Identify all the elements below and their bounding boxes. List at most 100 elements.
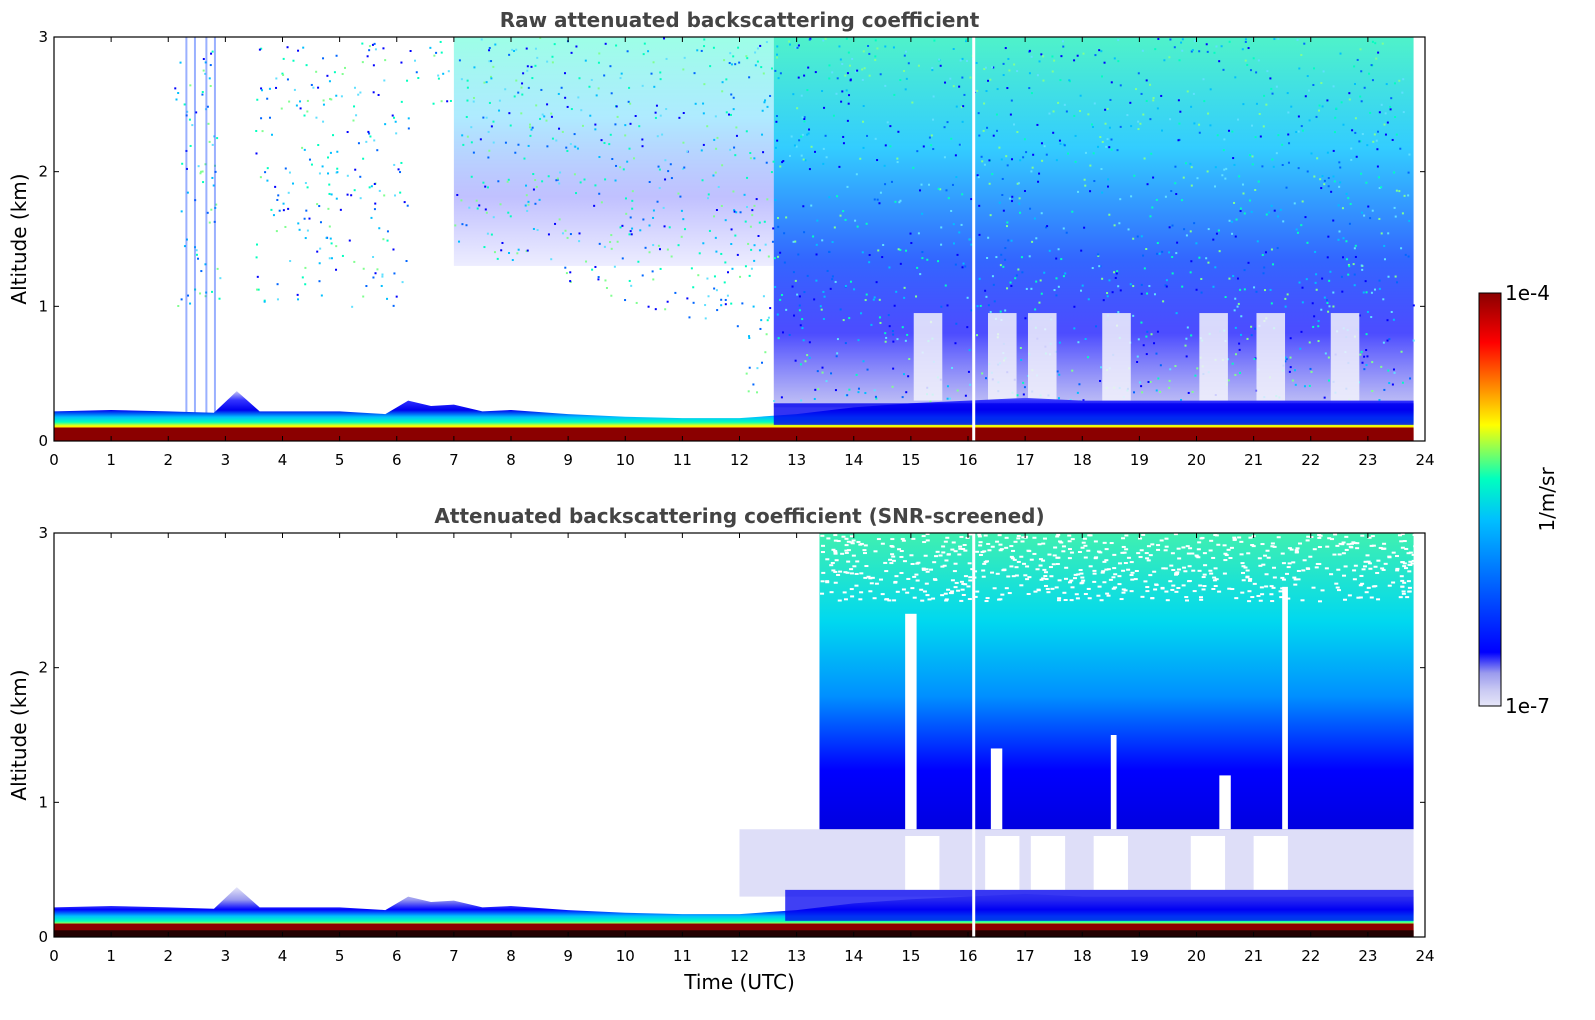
x-tick-label: 18 — [1073, 947, 1092, 965]
surface-strip-dark — [54, 930, 1414, 937]
noise-dense — [773, 37, 1414, 408]
pale-band — [1256, 313, 1286, 401]
x-tick-label: 16 — [958, 451, 977, 469]
plot-area — [54, 533, 1418, 937]
y-tick-label: 2 — [38, 163, 48, 181]
y-axis-label: Altitude (km) — [7, 173, 31, 304]
pale-band — [1027, 313, 1057, 401]
x-tick-label: 20 — [1187, 947, 1206, 965]
colorbar-unit-label: 1/m/sr — [1535, 467, 1559, 532]
noise-light — [453, 37, 774, 266]
y-tick-label: 0 — [38, 928, 48, 946]
colorbar-max-label: 1e-4 — [1505, 281, 1550, 305]
streak — [185, 37, 188, 415]
x-tick-label: 0 — [49, 947, 59, 965]
x-tick-label: 21 — [1244, 451, 1263, 469]
colorbar: 1e-4 1e-7 1/m/sr — [1478, 281, 1559, 718]
y-tick-label: 3 — [38, 28, 48, 46]
pale-gap — [905, 836, 940, 890]
x-tick-label: 15 — [901, 947, 920, 965]
streak — [205, 37, 208, 415]
x-tick-label: 10 — [616, 451, 635, 469]
x-tick-label: 16 — [958, 947, 977, 965]
y-tick-label: 2 — [38, 659, 48, 677]
x-tick-label: 6 — [392, 451, 402, 469]
x-tick-label: 1 — [106, 451, 116, 469]
x-tick-label: 2 — [163, 947, 173, 965]
x-tick-label: 22 — [1301, 947, 1320, 965]
data-gap — [972, 533, 976, 937]
y-tick-label: 0 — [38, 432, 48, 450]
x-tick-label: 5 — [335, 947, 345, 965]
x-tick-label: 2 — [163, 451, 173, 469]
x-axis-label: Time (UTC) — [683, 970, 795, 994]
x-tick-label: 13 — [787, 451, 806, 469]
x-tick-label: 15 — [901, 451, 920, 469]
pale-layer — [739, 829, 1414, 897]
x-tick-label: 12 — [730, 947, 749, 965]
plume-gap — [1282, 586, 1288, 830]
edge-speckle — [820, 533, 1418, 603]
x-tick-label: 8 — [506, 451, 516, 469]
pale-gap — [1253, 836, 1288, 890]
x-tick-label: 12 — [730, 451, 749, 469]
x-tick-label: 3 — [221, 451, 231, 469]
x-tick-label: 3 — [221, 947, 231, 965]
chart-title: Raw attenuated backscattering coefficien… — [500, 8, 980, 32]
x-tick-label: 18 — [1073, 451, 1092, 469]
plume-gap — [1219, 775, 1231, 830]
x-tick-label: 8 — [506, 947, 516, 965]
pale-band — [1102, 313, 1131, 401]
x-tick-label: 7 — [449, 451, 459, 469]
x-tick-label: 20 — [1187, 451, 1206, 469]
plume-gap — [905, 613, 917, 830]
x-tick-label: 19 — [1130, 451, 1149, 469]
plume-gap — [990, 748, 1003, 830]
x-tick-label: 19 — [1130, 947, 1149, 965]
colorbar-min-label: 1e-7 — [1505, 694, 1550, 718]
x-tick-label: 21 — [1244, 947, 1263, 965]
pale-band — [987, 313, 1017, 401]
x-tick-label: 14 — [844, 947, 863, 965]
x-tick-label: 9 — [563, 947, 573, 965]
y-tick-label: 1 — [38, 793, 48, 811]
x-tick-label: 17 — [1016, 947, 1035, 965]
pale-band — [1330, 313, 1360, 401]
x-tick-label: 14 — [844, 451, 863, 469]
x-tick-label: 23 — [1358, 451, 1377, 469]
noise-speckle — [174, 37, 1415, 403]
x-tick-label: 1 — [106, 947, 116, 965]
pale-gap — [985, 836, 1020, 890]
x-tick-label: 23 — [1358, 947, 1377, 965]
x-tick-label: 6 — [392, 947, 402, 965]
y-tick-label: 1 — [38, 297, 48, 315]
streak — [193, 37, 196, 415]
pale-gap — [1030, 836, 1066, 890]
x-tick-label: 4 — [278, 947, 288, 965]
pale-gap — [1190, 836, 1226, 890]
x-tick-label: 10 — [616, 947, 635, 965]
chart-title: Attenuated backscattering coefficient (S… — [434, 504, 1044, 528]
x-tick-label: 5 — [335, 451, 345, 469]
x-tick-label: 24 — [1415, 451, 1434, 469]
chart-panel-1: 0 1 2 3 4 5 6 7 8 9 10 11 12 13 14 15 16 17 18 19 20 21 22 23 24… — [7, 8, 1435, 469]
pale-band — [913, 313, 943, 401]
x-tick-label: 17 — [1016, 451, 1035, 469]
x-tick-label: 24 — [1415, 947, 1434, 965]
x-tick-label: 13 — [787, 947, 806, 965]
data-gap — [972, 37, 976, 441]
x-tick-label: 9 — [563, 451, 573, 469]
streak — [213, 37, 216, 415]
x-tick-label: 7 — [449, 947, 459, 965]
plot-area — [54, 37, 1415, 441]
blue-layer — [773, 403, 1414, 425]
x-tick-label: 4 — [278, 451, 288, 469]
x-tick-label: 11 — [673, 451, 692, 469]
x-tick-label: 22 — [1301, 451, 1320, 469]
y-tick-label: 3 — [38, 524, 48, 542]
surface-strip — [54, 427, 1414, 441]
blue-layer — [785, 889, 1414, 921]
pale-band — [1199, 313, 1228, 401]
plume-gap — [1110, 735, 1117, 830]
